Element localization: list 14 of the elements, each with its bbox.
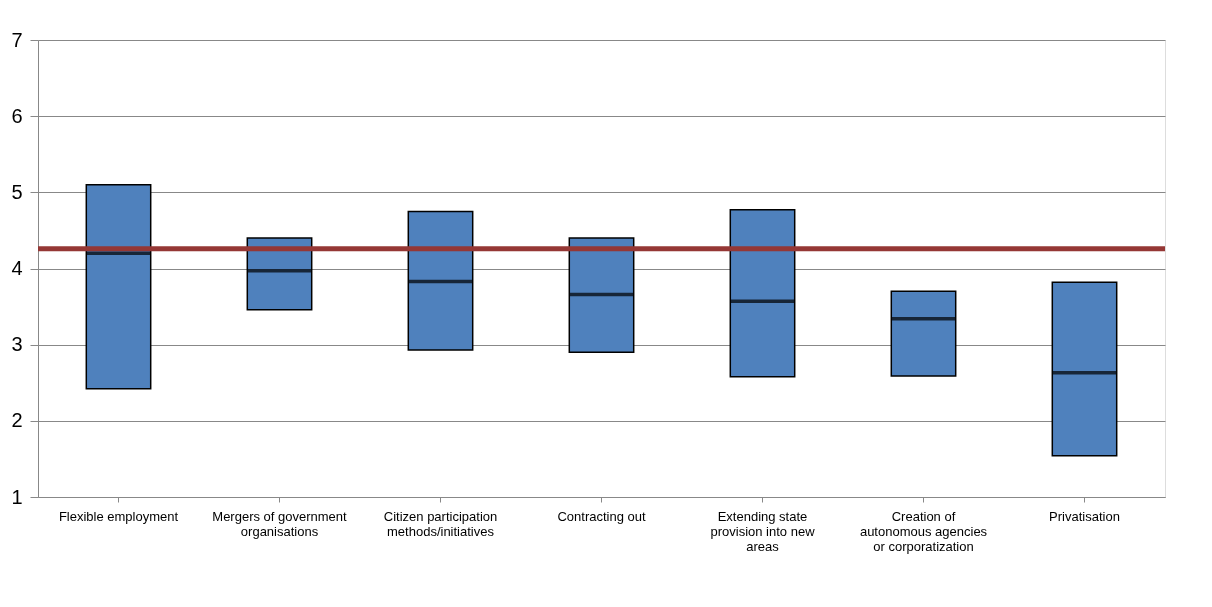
- x-tick-label: Citizen participation methods/initiatives: [383, 508, 498, 539]
- y-tick-label: 7: [11, 28, 23, 51]
- x-tick-label: Contracting out: [557, 508, 646, 524]
- x-tick-label: Privatisation: [1049, 508, 1120, 524]
- x-tick-label: Flexible employment: [58, 508, 179, 524]
- y-tick-label: 1: [11, 485, 23, 508]
- y-tick-label: 4: [11, 257, 23, 279]
- y-tick-label: 6: [11, 104, 23, 127]
- y-tick-label: 2: [11, 409, 23, 432]
- x-tick-label: Creation of autonomous agencies or corporatization: [859, 508, 988, 554]
- y-tick-label: 3: [11, 333, 23, 356]
- x-tick-label: Extending state provision into new areas: [710, 508, 816, 554]
- x-tick-label: Mergers of government organisations: [212, 508, 348, 539]
- y-tick-label: 5: [11, 180, 23, 203]
